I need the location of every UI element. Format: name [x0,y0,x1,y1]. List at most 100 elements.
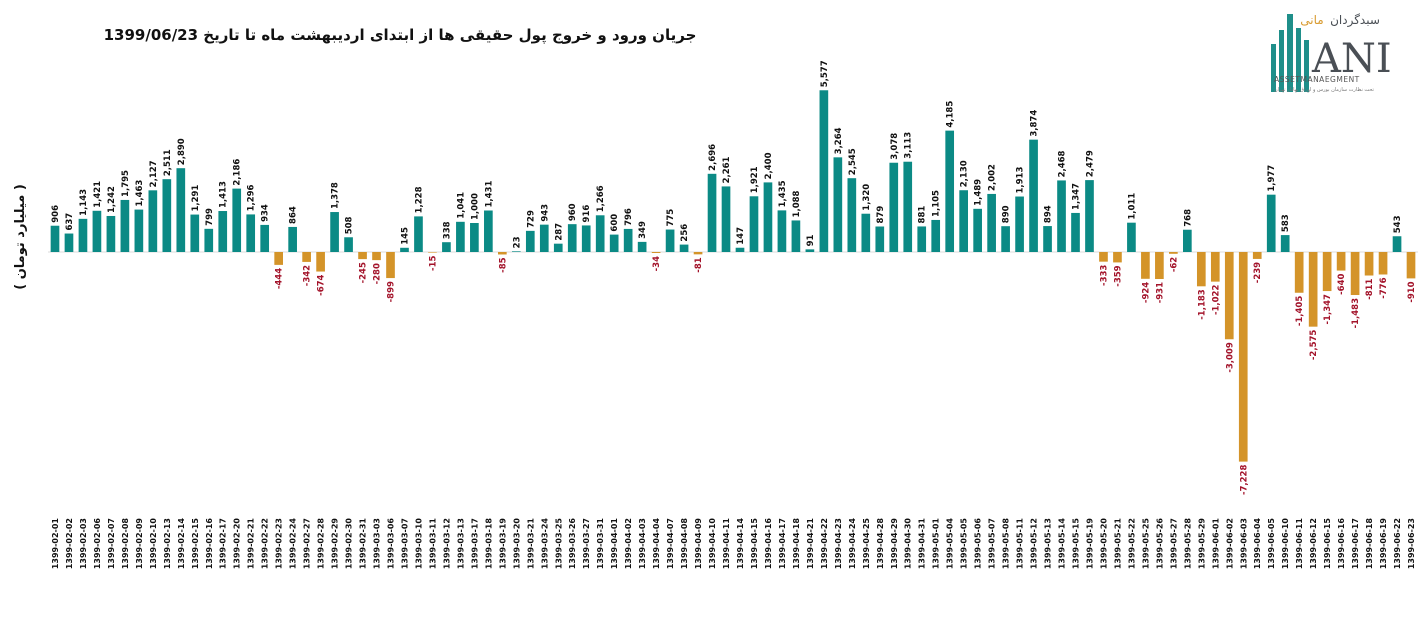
bar-1399-03-07 [400,247,409,252]
x-tick-1399-05-04: 1399-05-04 [946,518,955,570]
bar-1399-04-14 [735,247,745,252]
bar-1399-04-18 [791,220,801,252]
value-label-1399-04-02: 796 [624,208,634,226]
logo-persian-name: سبدگردان [1330,13,1380,28]
value-label-1399-04-31: 881 [918,206,928,224]
value-label-1399-05-12: 3,874 [1030,110,1040,137]
value-label-1399-04-03: 349 [638,221,648,239]
x-tick-1399-04-17: 1399-04-17 [778,518,787,569]
value-label-1399-05-28: 768 [1183,209,1193,227]
bar-1399-03-24 [539,224,549,252]
value-label-1399-02-06: 1,421 [93,181,103,208]
x-tick-1399-04-31: 1399-04-31 [918,518,927,570]
value-label-1399-06-15: -1,347 [1323,294,1333,324]
x-tick-1399-05-13: 1399-05-13 [1044,518,1053,569]
value-label-1399-04-23: 3,264 [834,127,844,154]
x-tick-1399-05-20: 1399-05-20 [1099,518,1108,570]
value-label-1399-04-14: 147 [736,227,746,245]
bar-1399-06-17 [1350,252,1360,296]
value-label-1399-02-07: 1,242 [107,186,117,213]
value-label-1399-06-16: -640 [1337,273,1347,294]
bar-1399-03-03 [372,252,381,261]
x-tick-1399-06-16: 1399-06-16 [1337,518,1346,570]
bar-1399-02-31 [358,252,367,260]
value-label-1399-03-18: 1,431 [484,181,494,208]
value-label-1399-05-21: -359 [1113,265,1123,286]
value-label-1399-04-30: 3,113 [904,132,914,159]
value-label-1399-04-21: 91 [806,234,816,246]
bar-1399-03-27 [581,225,591,252]
value-label-1399-04-08: 256 [680,224,690,242]
bar-1399-04-10 [707,173,717,252]
value-label-1399-05-29: -1,183 [1197,289,1207,319]
x-tick-1399-04-02: 1399-04-02 [624,518,633,569]
x-tick-1399-05-29: 1399-05-29 [1197,518,1206,570]
bar-1399-04-07 [665,229,675,253]
x-tick-1399-06-10: 1399-06-10 [1281,518,1290,570]
value-label-1399-06-17: -1,483 [1351,298,1361,328]
bar-1399-05-07 [987,193,996,252]
bar-1399-04-23 [833,157,843,252]
value-label-1399-05-22: 1,011 [1127,193,1137,220]
company-logo: سبدگردان مانی ANI ASSETMANAEGMENT تحت نظ… [1271,13,1392,93]
x-tick-1399-04-15: 1399-04-15 [750,518,759,570]
value-label-1399-06-22: 543 [1393,215,1403,233]
x-tick-1399-02-22: 1399-02-22 [261,518,270,569]
x-tick-1399-03-26: 1399-03-26 [568,518,577,570]
value-label-1399-03-25: 287 [554,223,564,241]
bar-1399-05-29 [1196,252,1206,287]
x-tick-1399-02-06: 1399-02-06 [93,518,102,570]
value-label-1399-06-02: -3,009 [1225,342,1235,372]
value-label-1399-02-31: -245 [359,262,369,283]
value-label-1399-03-21: 729 [526,210,536,228]
value-label-1399-02-27: -342 [303,265,313,286]
value-label-1399-06-04: -239 [1253,262,1263,283]
x-tick-1399-05-26: 1399-05-26 [1155,518,1164,570]
x-tick-1399-04-21: 1399-04-21 [806,518,815,570]
x-tick-1399-03-17: 1399-03-17 [470,518,479,569]
x-tick-1399-02-01: 1399-02-01 [51,518,60,570]
value-label-1399-02-24: 864 [289,206,299,224]
value-label-1399-03-26: 960 [568,203,578,221]
value-label-1399-02-15: 1,291 [191,185,201,212]
bar-1399-04-24 [847,178,857,252]
x-tick-1399-03-12: 1399-03-12 [442,518,451,569]
value-label-1399-05-26: -931 [1155,282,1165,303]
bar-1399-03-13 [456,221,465,252]
x-tick-1399-04-04: 1399-04-04 [652,518,661,570]
x-tick-1399-06-23: 1399-06-23 [1407,518,1416,569]
x-tick-1399-03-06: 1399-03-06 [387,518,396,570]
x-tick-1399-02-02: 1399-02-02 [65,518,74,569]
x-tick-1399-04-03: 1399-04-03 [638,518,647,569]
x-tick-1399-05-27: 1399-05-27 [1169,518,1178,569]
bar-1399-02-15 [190,214,200,252]
value-label-1399-02-22: 934 [261,204,271,222]
x-tick-1399-04-29: 1399-04-29 [890,518,899,570]
bar-1399-03-12 [442,242,451,252]
value-label-1399-06-01: -1,022 [1211,285,1221,315]
bar-1399-05-13 [1043,226,1052,252]
bar-1399-06-05 [1266,194,1276,252]
bar-1399-02-30 [344,237,353,252]
x-tick-1399-05-01: 1399-05-01 [932,518,941,570]
x-tick-1399-02-07: 1399-02-07 [107,518,116,569]
x-tick-1399-03-10: 1399-03-10 [414,518,423,570]
bar-1399-02-07 [106,215,116,252]
bar-series [50,90,1416,462]
value-label-1399-02-02: 637 [65,213,75,231]
bar-1399-02-16 [204,228,214,252]
x-tick-1399-04-24: 1399-04-24 [848,518,857,570]
x-tick-1399-04-28: 1399-04-28 [876,518,885,570]
x-tick-1399-06-15: 1399-06-15 [1323,518,1332,570]
x-tick-1399-02-21: 1399-02-21 [247,518,256,570]
bar-1399-03-18 [484,210,493,252]
value-label-1399-02-01: 906 [51,205,61,223]
logo-subtitle: ASSETMANAEGMENT [1274,75,1360,84]
bar-1399-04-08 [679,244,689,252]
value-label-1399-03-03: -280 [373,263,383,284]
bar-1399-06-19 [1378,252,1388,275]
bar-1399-02-24 [288,226,297,252]
value-label-1399-03-27: 916 [582,205,592,223]
bar-1399-05-12 [1029,139,1038,252]
